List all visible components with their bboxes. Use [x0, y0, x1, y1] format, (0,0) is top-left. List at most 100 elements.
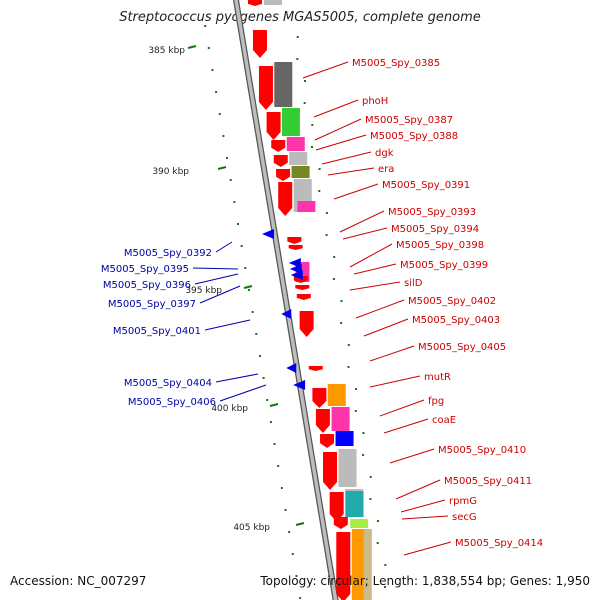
- forward-leader-0: [302, 61, 349, 79]
- scale-dot: [244, 267, 247, 269]
- reverse-leader-0: [215, 241, 233, 253]
- scale-dot: [340, 300, 343, 302]
- scale-label-1: 390 kbp: [152, 167, 189, 177]
- scale-dot: [311, 124, 314, 126]
- scale-label-3: 400 kbp: [211, 404, 248, 414]
- forward-leader-9: [349, 243, 393, 268]
- scale-dot: [207, 47, 210, 49]
- forward-gene-8: [287, 237, 302, 244]
- reverse-gene-label-6: M5005_Spy_0406: [128, 397, 216, 408]
- scale-dot: [318, 190, 321, 192]
- scale-dot: [325, 212, 328, 214]
- cog-bar-5: [291, 166, 310, 178]
- forward-leader-14: [369, 345, 415, 362]
- reverse-leader-2: [194, 273, 239, 285]
- scale-dot: [247, 289, 250, 291]
- scale-dot: [384, 564, 387, 566]
- scale-dot: [332, 278, 335, 280]
- scale-dot: [295, 575, 298, 577]
- forward-gene-label-17: coaE: [432, 415, 456, 426]
- forward-leader-13: [363, 318, 409, 337]
- scale-dot: [369, 476, 372, 478]
- scale-dot: [310, 146, 313, 148]
- reverse-gene-label-1: M5005_Spy_0395: [101, 264, 189, 275]
- reverse-leader-1: [192, 267, 239, 270]
- scale-dot: [269, 421, 272, 423]
- scale-dot: [262, 377, 265, 379]
- accession-text: Accession: NC_007297: [10, 574, 147, 588]
- scale-dot: [204, 25, 207, 27]
- scale-dot: [296, 36, 299, 38]
- scale-dot: [377, 520, 380, 522]
- forward-gene-label-12: M5005_Spy_0402: [408, 296, 496, 307]
- reverse-gene-label-4: M5005_Spy_0401: [113, 326, 201, 337]
- scale-tick-0: [187, 45, 197, 49]
- forward-leader-18: [389, 448, 435, 464]
- forward-gene-11: [295, 285, 310, 290]
- forward-gene-label-18: M5005_Spy_0410: [438, 445, 526, 456]
- forward-gene-3: [266, 112, 281, 140]
- scale-label-0: 385 kbp: [148, 46, 185, 56]
- forward-gene-label-6: M5005_Spy_0391: [382, 180, 470, 191]
- forward-leader-2: [314, 118, 362, 141]
- scale-dot: [347, 344, 350, 346]
- forward-leader-5: [327, 167, 375, 176]
- cog-bars: [264, 0, 372, 600]
- scale-dot: [273, 443, 276, 445]
- cog-bar-10: [331, 407, 350, 431]
- forward-gene-label-13: M5005_Spy_0403: [412, 315, 500, 326]
- forward-gene-21: [336, 532, 351, 600]
- forward-leader-1: [313, 99, 359, 118]
- reverse-leader-5: [215, 373, 259, 383]
- scale-dot: [222, 135, 225, 137]
- scale-dot: [288, 531, 291, 533]
- scale-dot: [240, 245, 243, 247]
- scale-dot: [296, 58, 299, 60]
- reverse-gene-1: [288, 258, 301, 268]
- forward-gene-6: [276, 169, 291, 181]
- cog-bar-11: [335, 431, 354, 446]
- scale-dot: [383, 586, 386, 588]
- scale-label-4: 405 kbp: [233, 523, 270, 533]
- forward-gene-label-2: M5005_Spy_0387: [365, 115, 453, 126]
- cog-bar-3: [286, 137, 305, 151]
- gene-labels: M5005_Spy_0385 phoH M5005_Spy_0387 M5005_Sp…: [101, 58, 543, 549]
- forward-gene-10: [293, 276, 308, 283]
- scale-dot: [266, 399, 269, 401]
- reverse-gene-5: [286, 363, 297, 373]
- scale-dot: [333, 256, 336, 258]
- label-leaders: [192, 61, 452, 556]
- reverse-gene-2: [289, 264, 302, 274]
- scale-dot: [299, 597, 302, 599]
- scale-tick-3: [269, 403, 279, 407]
- forward-gene-label-3: M5005_Spy_0388: [370, 131, 458, 142]
- scale-dot: [318, 168, 321, 170]
- forward-leader-11: [349, 281, 401, 291]
- reverse-leader-3: [199, 285, 241, 304]
- scale-dot: [303, 102, 306, 104]
- forward-leader-20: [400, 499, 446, 513]
- forward-gene-9: [288, 245, 303, 250]
- backbone-line: [234, 0, 338, 600]
- scale-dot: [255, 333, 258, 335]
- cog-bar-0: [264, 0, 282, 5]
- cog-bar-2: [281, 108, 300, 136]
- scale-tick-1: [217, 166, 227, 170]
- forward-gene-label-15: mutR: [424, 372, 451, 383]
- reverse-leader-6: [219, 384, 267, 402]
- forward-leader-22: [403, 541, 452, 556]
- forward-leader-19: [395, 479, 441, 500]
- forward-gene-label-1: phoH: [362, 96, 388, 107]
- reverse-gene-label-3: M5005_Spy_0397: [108, 299, 196, 310]
- forward-gene-19: [329, 492, 344, 522]
- reverse-gene-label-2: M5005_Spy_0396: [103, 280, 191, 291]
- scale-tick-2: [243, 285, 253, 289]
- forward-gene-5: [273, 155, 288, 167]
- forward-leader-16: [379, 399, 425, 417]
- forward-gene-7: [278, 182, 293, 216]
- forward-gene-1: [252, 30, 267, 58]
- gene-arrows: [248, 0, 351, 600]
- scale-dot: [355, 388, 358, 390]
